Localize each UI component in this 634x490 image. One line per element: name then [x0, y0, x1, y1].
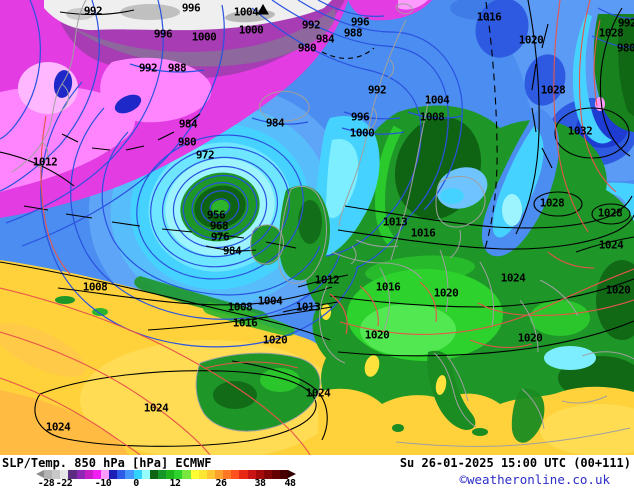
scale-left-arrow-icon: [36, 470, 44, 478]
scale-color-cell: [84, 470, 93, 479]
scale-tick-label: 12: [169, 478, 181, 489]
scale-color-cell: [214, 470, 224, 479]
scale-color-cell: [223, 470, 232, 479]
scale-color-cell: [231, 470, 240, 479]
scale-color-cell: [68, 470, 77, 479]
valid-time-label: Su 26-01-2025 15:00 UTC (00+111): [399, 456, 631, 470]
scale-color-cell: [149, 470, 158, 479]
temperature-scale: [36, 470, 296, 479]
scale-color-cell: [44, 470, 53, 479]
isobars-mid-layer: [0, 0, 634, 447]
scale-color-cell: [109, 470, 118, 479]
scale-color-cell: [76, 470, 85, 479]
scale-color-cell: [117, 470, 126, 479]
front-dashes-layer: [23, 1, 553, 253]
scale-tick-labels: -28 -22 -10 0 12 26 38 48: [0, 479, 634, 490]
scale-color-cell: [206, 470, 215, 479]
scale-color-cell: [52, 470, 61, 479]
scale-right-arrow-icon: [288, 470, 296, 478]
scale-color-cell: [190, 470, 199, 479]
scale-tick-label: 38: [254, 478, 266, 489]
scale-tick-label: -28: [37, 478, 55, 489]
scale-tick-label: 48: [284, 478, 296, 489]
scale-color-cell: [125, 470, 134, 479]
scale-color-cells: [44, 470, 289, 479]
scale-color-cell: [263, 470, 272, 479]
scale-color-cell: [280, 470, 289, 479]
scale-color-cell: [255, 470, 264, 479]
scale-color-cell: [174, 470, 183, 479]
scale-color-cell: [60, 470, 69, 479]
scale-tick-label: -22: [55, 478, 73, 489]
isobars-low-layer: [0, 0, 634, 348]
scale-tick-label: -10: [94, 478, 112, 489]
weather-map-figure: 992 996 1004 996 1000 1000 992 980 992 988 996 988 9…: [0, 0, 634, 455]
scale-color-cell: [133, 470, 142, 479]
scale-tick-label: 26: [215, 478, 227, 489]
scale-color-cell: [271, 470, 281, 479]
scale-color-cell: [182, 470, 191, 479]
copyright-watermark: ©weatheronline.co.uk: [459, 472, 610, 487]
scale-color-cell: [141, 470, 150, 479]
scale-color-cell: [198, 470, 207, 479]
scale-color-cell: [166, 470, 175, 479]
weather-map-graphic: [0, 0, 634, 455]
scale-color-cell: [157, 470, 167, 479]
product-title: SLP/Temp. 850 hPa [hPa] ECMWF: [2, 456, 212, 470]
legend-bar: SLP/Temp. 850 hPa [hPa] ECMWF Su 26-01-2…: [0, 455, 634, 490]
scale-tick-label: 0: [133, 478, 139, 489]
scale-color-cell: [100, 470, 110, 479]
scale-color-cell: [92, 470, 101, 479]
scale-color-cell: [239, 470, 248, 479]
scale-color-cell: [247, 470, 256, 479]
coastlines-layer: [11, 0, 634, 447]
